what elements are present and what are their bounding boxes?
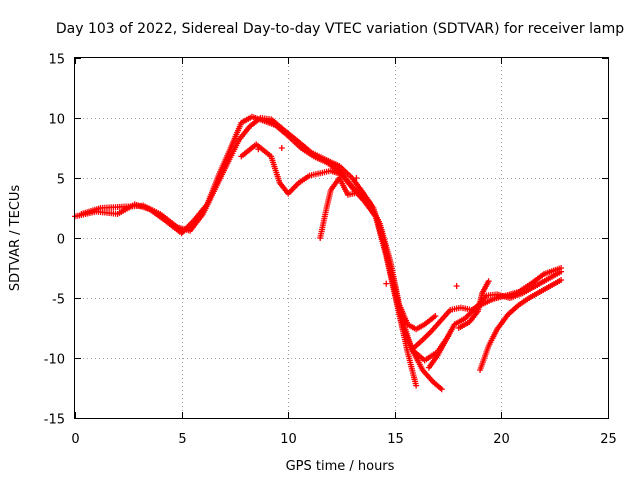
- y-tick-label: -10: [44, 353, 65, 368]
- grid-lines: [75, 58, 608, 418]
- y-tick-label: 0: [57, 233, 65, 248]
- data-point: [420, 335, 427, 342]
- x-axis: 0 5 10 15 20 25: [71, 58, 617, 447]
- data-point: [383, 280, 390, 287]
- data-point: [426, 330, 433, 336]
- y-axis: -15 -10 -5 0 5 10 15: [44, 53, 608, 428]
- series-group: [455, 278, 492, 331]
- x-tick-label: 20: [493, 432, 510, 447]
- data-point: [438, 386, 445, 393]
- y-tick-label: 10: [48, 113, 65, 128]
- data-point: [558, 277, 565, 283]
- data-point: [558, 268, 565, 275]
- x-tick-label: 25: [600, 432, 617, 447]
- series-group: [255, 145, 460, 289]
- data-point: [432, 313, 439, 319]
- series-group: [317, 175, 439, 333]
- data-point: [353, 175, 360, 181]
- data-point: [422, 334, 429, 341]
- data-point: [413, 382, 420, 389]
- chart-title: Day 103 of 2022, Sidereal Day-to-day VTE…: [56, 21, 624, 37]
- y-tick-label: 5: [57, 173, 65, 188]
- x-axis-label: GPS time / hours: [286, 459, 395, 474]
- x-tick-label: 15: [387, 432, 404, 447]
- y-tick-label: -15: [44, 413, 65, 428]
- data-point: [425, 331, 432, 338]
- data-marks: [72, 113, 565, 393]
- series-group: [408, 265, 565, 353]
- data-point: [278, 145, 285, 151]
- data-point: [453, 283, 460, 289]
- x-tick-label: 5: [178, 432, 186, 447]
- data-point: [485, 278, 492, 285]
- x-tick-label: 0: [71, 432, 79, 447]
- data-point: [423, 332, 430, 339]
- x-tick-label: 10: [280, 432, 297, 447]
- y-tick-label: -5: [52, 293, 65, 308]
- plot-frame: [74, 57, 609, 419]
- y-axis-label: SDTVAR / TECUs: [8, 185, 23, 292]
- data-point: [255, 146, 262, 153]
- series-group: [477, 277, 565, 373]
- series-group: [425, 268, 565, 371]
- y-tick-label: 15: [48, 53, 65, 68]
